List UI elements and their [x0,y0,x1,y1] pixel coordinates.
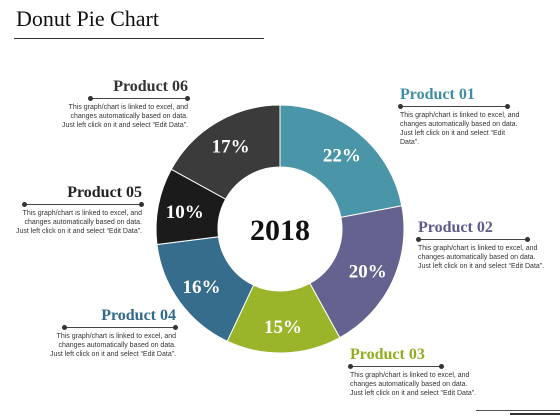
label-rule [88,96,190,101]
label-name: Product 03 [350,346,425,363]
label-name: Product 06 [113,78,188,95]
label-desc: This graph/chart is linked to excel, and… [418,245,545,270]
title-divider [14,38,264,39]
slice-value-label: 22% [323,145,361,166]
label-rule [398,104,510,109]
label-product-04: Product 04 This graph/chart is linked to… [46,307,178,359]
label-name: Product 05 [67,184,142,201]
slice-value-label: 20% [349,261,387,282]
slice-value-label: 15% [264,317,302,338]
slice-product-06 [170,104,281,200]
label-desc: This graph/chart is linked to excel, and… [15,210,142,235]
label-name: Product 04 [101,307,176,324]
label-product-05: Product 05 This graph/chart is linked to… [12,184,144,236]
label-rule [62,325,178,330]
label-desc: This graph/chart is linked to excel, and… [400,112,520,146]
footer-divider [476,410,560,411]
label-product-01: Product 01 This graph/chart is linked to… [398,86,525,147]
slice-product-02 [309,205,405,339]
label-name: Product 02 [418,219,493,236]
label-rule [416,237,530,242]
slice-value-label: 17% [212,137,250,158]
label-product-06: Product 06 This graph/chart is linked to… [58,78,190,130]
center-year-label: 2018 [250,214,310,247]
label-product-02: Product 02 This graph/chart is linked to… [416,219,553,271]
label-desc: This graph/chart is linked to excel, and… [61,104,188,129]
label-rule [22,202,144,207]
label-product-03: Product 03 This graph/chart is linked to… [348,346,480,398]
footer-accent [510,413,560,415]
slice-value-label: 16% [183,277,221,298]
label-rule [348,364,444,369]
slice-value-label: 10% [166,202,204,223]
label-desc: This graph/chart is linked to excel, and… [49,333,176,358]
label-desc: This graph/chart is linked to excel, and… [350,372,477,397]
label-name: Product 01 [400,86,475,103]
page-title: Donut Pie Chart [16,6,159,31]
slice-product-01 [279,104,403,218]
